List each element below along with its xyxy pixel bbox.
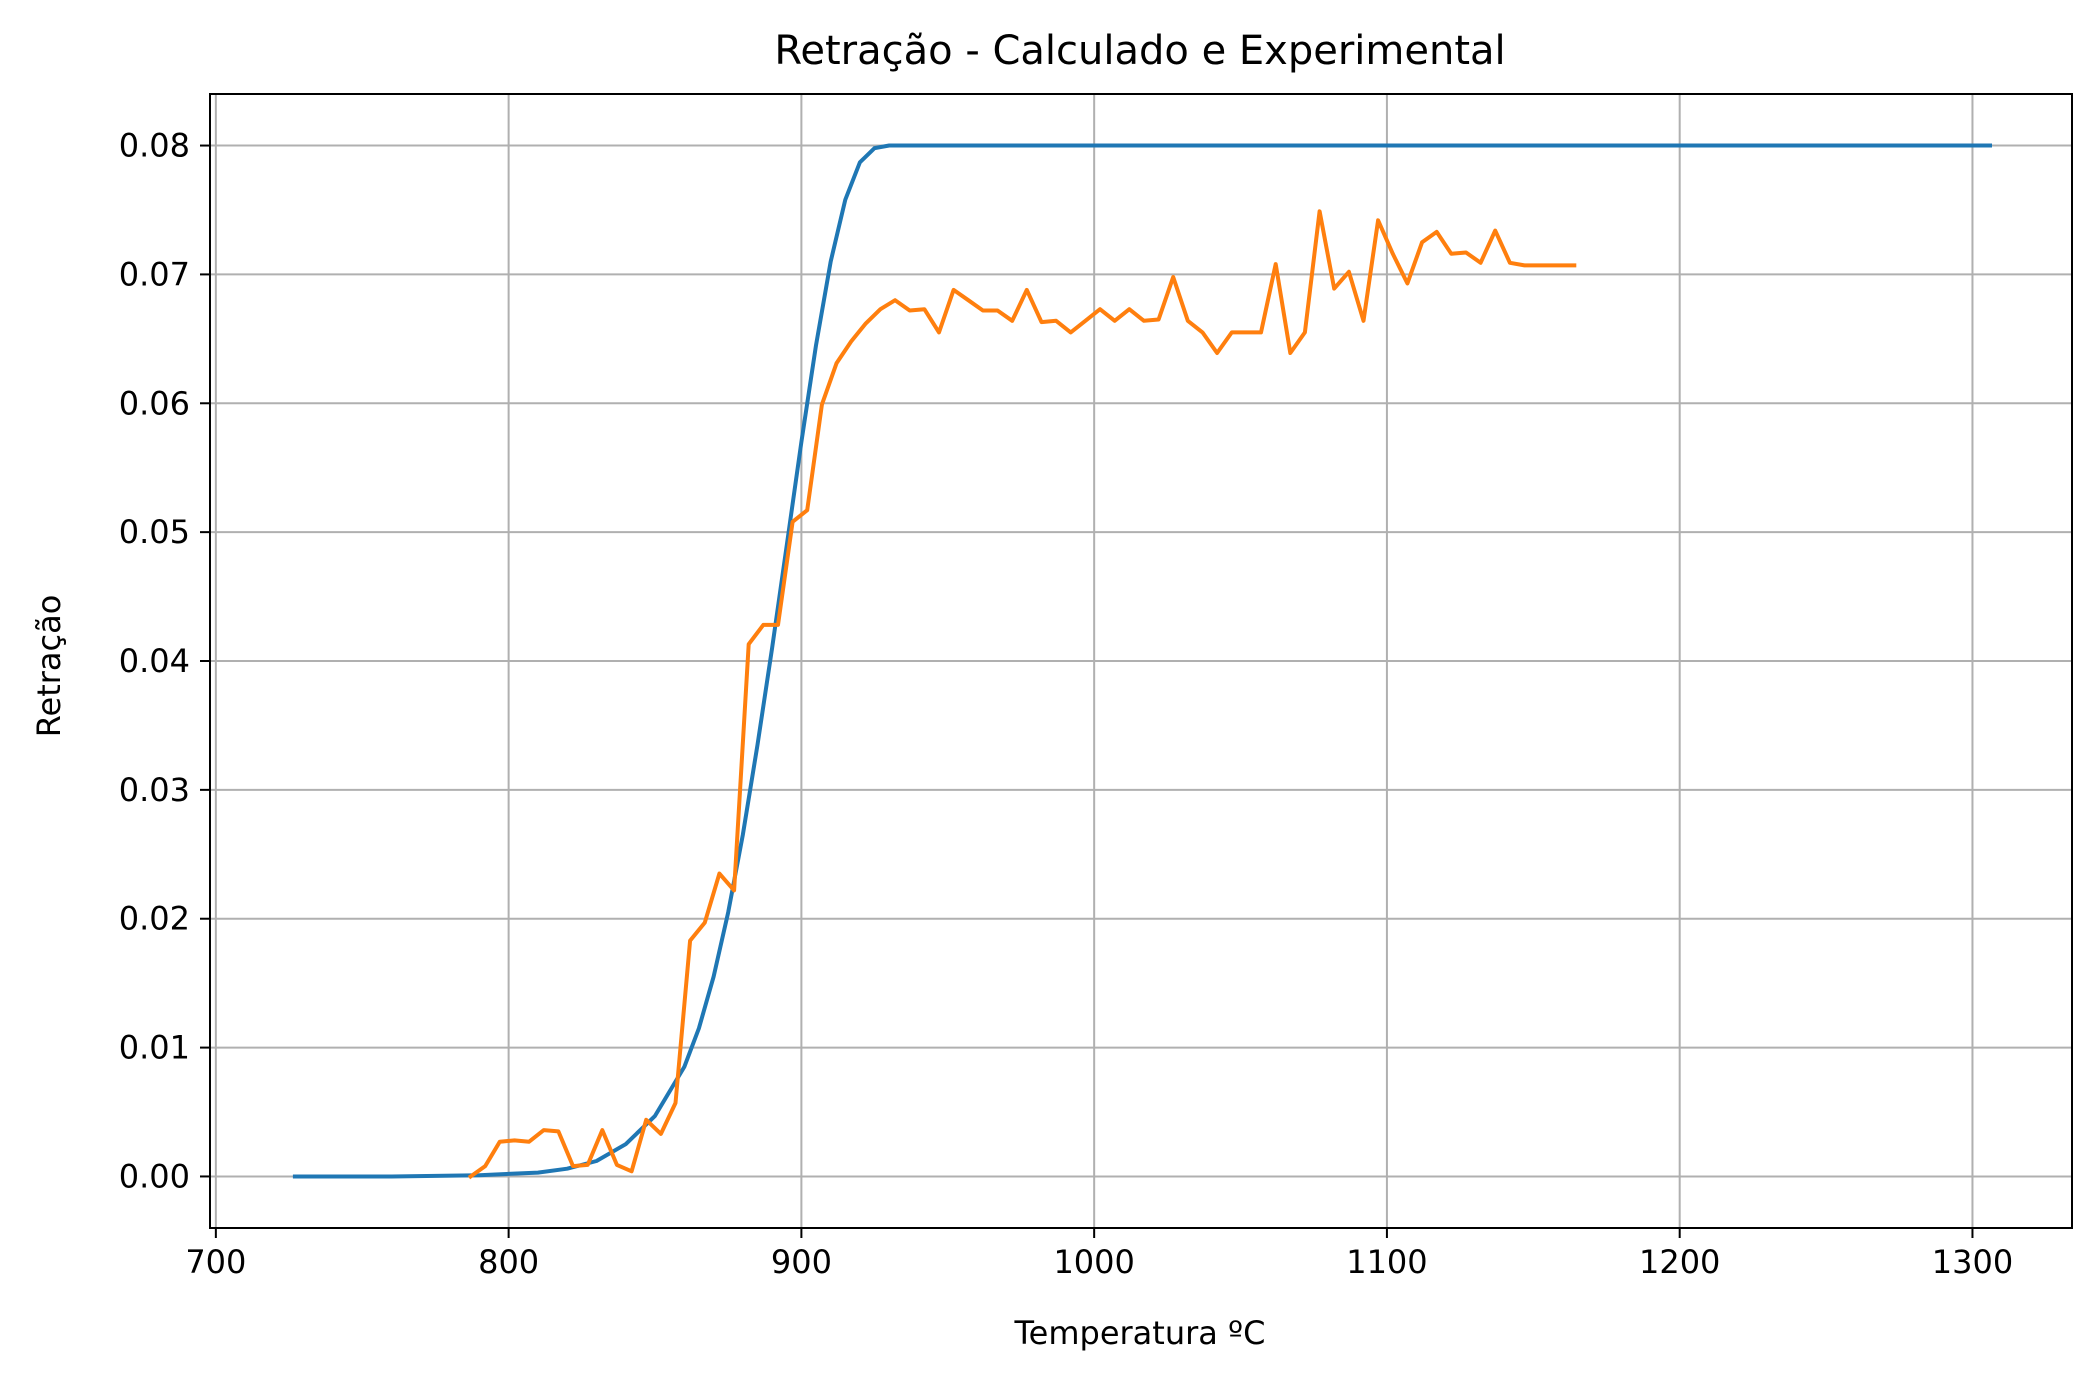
x-axis-label: Temperatura ºC (1014, 1314, 1266, 1352)
x-tick-label: 900 (771, 1243, 832, 1281)
x-tick-label: 1300 (1932, 1243, 2013, 1281)
x-tick-label: 700 (185, 1243, 246, 1281)
x-axis: 700 800 900 1000 1100 1200 1300 (185, 1228, 2013, 1281)
x-tick-label: 1100 (1346, 1243, 1427, 1281)
y-tick-label: 0.08 (119, 127, 190, 165)
y-axis-label: Retração (30, 595, 68, 738)
series-group (292, 143, 1992, 1180)
y-tick-label: 0.02 (119, 900, 190, 938)
y-tick-label: 0.05 (119, 513, 190, 551)
chart-title: Retração - Calculado e Experimental (774, 28, 1505, 74)
y-tick-label: 0.00 (119, 1157, 190, 1195)
y-tick-label: 0.07 (119, 255, 190, 293)
grid (210, 94, 2072, 1228)
y-tick-label: 0.06 (119, 384, 190, 422)
y-tick-label: 0.01 (119, 1029, 190, 1067)
y-axis: 0.00 0.01 0.02 0.03 0.04 0.05 0.06 0.07 0.08 (119, 127, 210, 1195)
x-tick-label: 1200 (1639, 1243, 1720, 1281)
y-tick-label: 0.03 (119, 771, 190, 809)
y-tick-label: 0.04 (119, 642, 190, 680)
series-line-2 (467, 209, 1577, 1180)
x-tick-label: 1000 (1053, 1243, 1134, 1281)
x-tick-label: 800 (478, 1243, 539, 1281)
